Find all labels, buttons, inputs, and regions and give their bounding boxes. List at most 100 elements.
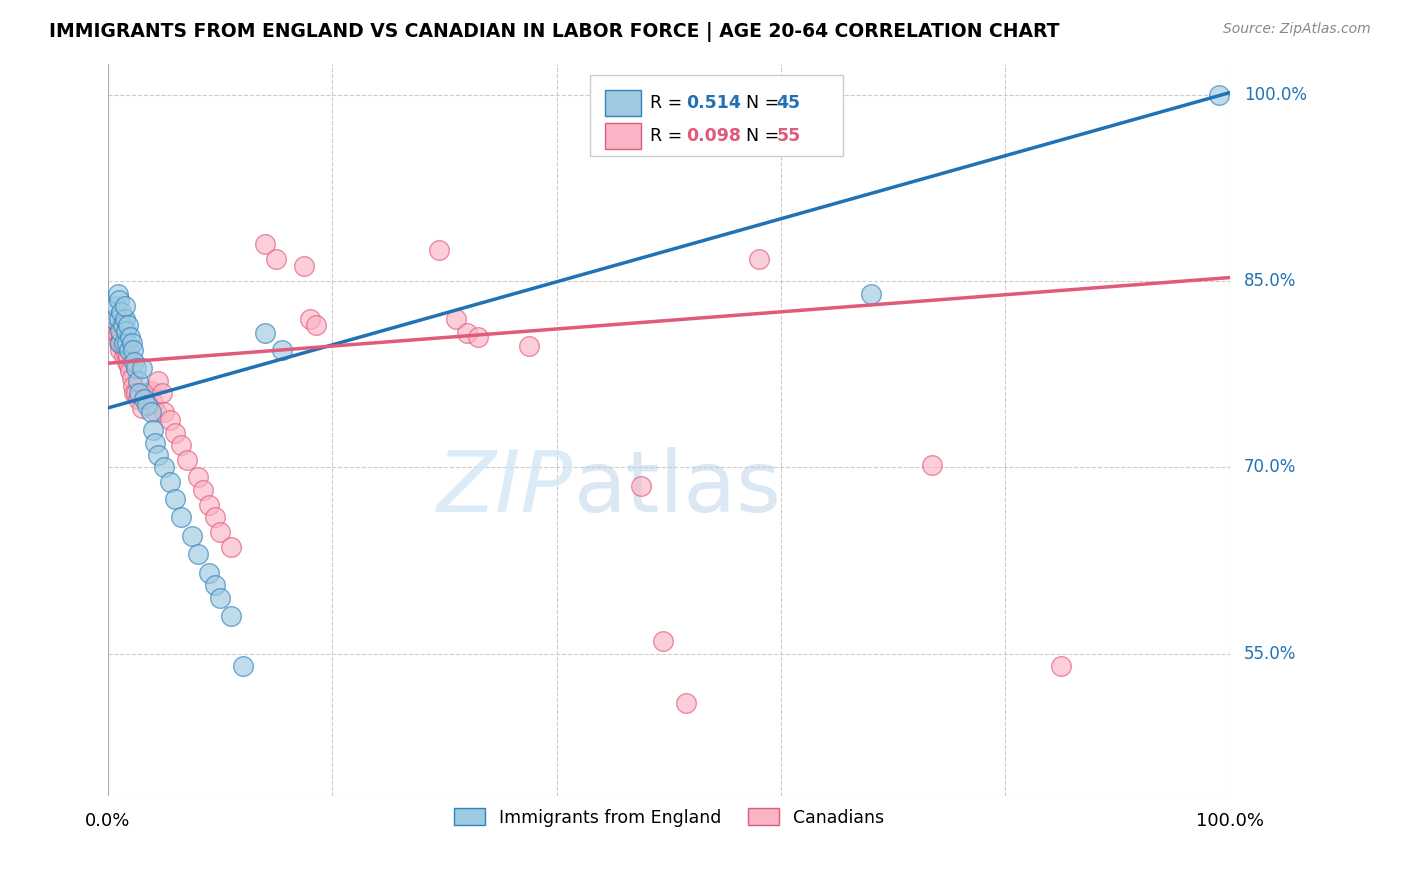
Point xyxy=(444,311,467,326)
Point xyxy=(115,355,138,369)
Point xyxy=(150,386,173,401)
Point xyxy=(170,438,193,452)
Point xyxy=(118,359,141,373)
Point xyxy=(131,361,153,376)
Point xyxy=(110,305,132,319)
Point xyxy=(181,529,204,543)
Point xyxy=(110,324,132,338)
Point xyxy=(675,696,697,710)
FancyBboxPatch shape xyxy=(605,123,641,149)
Point xyxy=(120,364,142,378)
Point xyxy=(921,458,943,472)
Point xyxy=(121,343,143,357)
Point xyxy=(270,343,292,357)
Point xyxy=(108,321,131,335)
Point xyxy=(298,311,321,326)
Point xyxy=(121,371,143,385)
Point xyxy=(110,330,132,344)
Text: 0.098: 0.098 xyxy=(686,127,741,145)
Point xyxy=(117,318,139,332)
Point xyxy=(110,343,132,357)
Point xyxy=(117,349,139,363)
Text: R =: R = xyxy=(650,127,688,145)
Point xyxy=(198,498,221,512)
Point xyxy=(118,343,141,357)
Point xyxy=(139,404,162,418)
Point xyxy=(104,299,127,313)
Point xyxy=(176,453,198,467)
Text: IMMIGRANTS FROM ENGLAND VS CANADIAN IN LABOR FORCE | AGE 20-64 CORRELATION CHART: IMMIGRANTS FROM ENGLAND VS CANADIAN IN L… xyxy=(49,22,1060,42)
Point xyxy=(136,399,159,413)
Point xyxy=(221,609,243,624)
Point xyxy=(254,237,277,252)
Point xyxy=(187,470,209,484)
Point xyxy=(108,336,131,351)
Text: 55: 55 xyxy=(776,127,801,145)
Point xyxy=(132,392,155,407)
Text: Source: ZipAtlas.com: Source: ZipAtlas.com xyxy=(1223,22,1371,37)
Point xyxy=(121,378,143,392)
Point xyxy=(652,634,675,648)
Point xyxy=(467,330,489,344)
Text: N =: N = xyxy=(735,127,785,145)
Text: 100.0%: 100.0% xyxy=(1244,87,1306,104)
Point xyxy=(153,404,176,418)
Point xyxy=(131,401,153,415)
Point xyxy=(232,659,254,673)
Point xyxy=(204,510,226,524)
Point xyxy=(112,336,135,351)
Point xyxy=(159,413,181,427)
Point xyxy=(112,349,135,363)
FancyBboxPatch shape xyxy=(591,75,842,155)
Point xyxy=(136,392,159,407)
Point xyxy=(107,326,129,341)
Point xyxy=(122,355,145,369)
Text: 0.514: 0.514 xyxy=(686,94,741,112)
Point xyxy=(145,404,167,418)
Point xyxy=(115,336,138,351)
Point xyxy=(254,326,277,341)
Point xyxy=(170,510,193,524)
Point xyxy=(859,286,882,301)
Point xyxy=(114,299,136,313)
Point xyxy=(110,336,132,351)
Point xyxy=(292,260,315,274)
Point xyxy=(165,425,187,440)
Point xyxy=(105,311,128,326)
Point xyxy=(134,386,156,401)
Point xyxy=(125,386,148,401)
Point xyxy=(127,392,149,407)
Point xyxy=(111,339,134,353)
Point xyxy=(427,244,450,258)
Text: 45: 45 xyxy=(776,94,800,112)
Point xyxy=(221,540,243,554)
Point xyxy=(111,318,134,332)
Point xyxy=(103,324,125,338)
Point xyxy=(517,339,540,353)
Point xyxy=(148,374,170,388)
Point xyxy=(128,386,150,401)
Point xyxy=(748,252,770,266)
Point xyxy=(108,311,131,326)
Point xyxy=(103,311,125,326)
Text: R =: R = xyxy=(650,94,688,112)
Point xyxy=(122,386,145,401)
Text: 55.0%: 55.0% xyxy=(1244,645,1296,663)
Point xyxy=(264,252,287,266)
Point xyxy=(121,336,143,351)
Text: atlas: atlas xyxy=(574,448,782,531)
Point xyxy=(1208,88,1230,103)
Point xyxy=(127,374,149,388)
Point xyxy=(125,361,148,376)
Point xyxy=(165,491,187,506)
Point xyxy=(108,293,131,307)
Point xyxy=(193,483,215,497)
Point xyxy=(142,423,165,437)
Point xyxy=(209,591,232,605)
Point xyxy=(139,384,162,398)
Point xyxy=(114,311,136,326)
Point xyxy=(159,475,181,490)
Point xyxy=(304,318,326,332)
Point xyxy=(456,326,478,341)
Legend: Immigrants from England, Canadians: Immigrants from England, Canadians xyxy=(446,800,893,836)
